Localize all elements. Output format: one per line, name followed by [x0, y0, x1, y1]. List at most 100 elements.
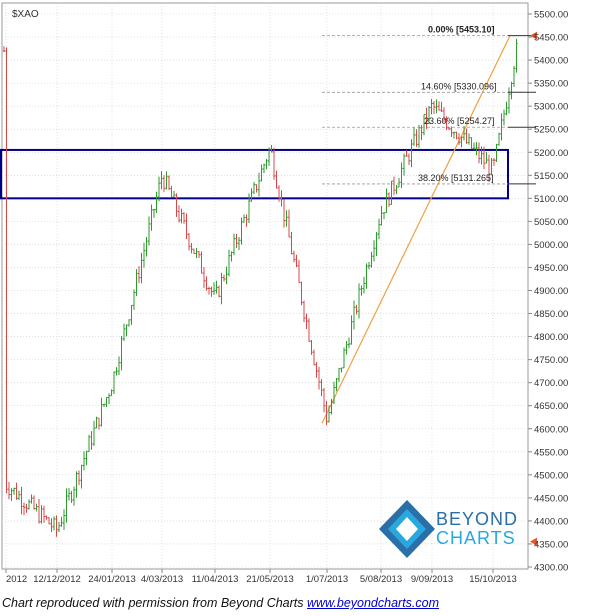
- candle: [430, 98, 433, 115]
- candle: [142, 242, 146, 268]
- candle: [442, 107, 446, 123]
- candle: [450, 126, 453, 137]
- candle: [7, 481, 11, 500]
- candle: [482, 146, 486, 170]
- candle: [462, 125, 466, 141]
- candle: [490, 157, 493, 175]
- candle: [235, 234, 238, 249]
- candle: [455, 131, 458, 140]
- fib-label: 0.00% [5453.10]: [428, 25, 495, 35]
- candle: [382, 212, 386, 220]
- candle: [365, 263, 368, 289]
- candle: [145, 237, 148, 257]
- trendline: [321, 35, 511, 424]
- candle: [262, 163, 266, 174]
- y-tick-label: 4350.00: [534, 539, 568, 550]
- candle: [182, 212, 186, 224]
- candle: [195, 248, 198, 259]
- y-tick-label: 5300.00: [534, 102, 568, 113]
- candle: [17, 490, 21, 500]
- x-tick-label: 9/09/2013: [411, 574, 453, 585]
- candle: [50, 518, 53, 533]
- candle: [412, 127, 416, 146]
- candle: [330, 398, 333, 415]
- candle: [492, 157, 496, 166]
- candle: [237, 237, 241, 251]
- beyondcharts-link[interactable]: www.beyondcharts.com: [307, 596, 440, 610]
- candle: [347, 337, 351, 349]
- candle: [385, 188, 388, 214]
- y-tick-label: 5000.00: [534, 240, 568, 251]
- candle: [327, 405, 331, 423]
- logo-text: BEYOND CHARTS: [436, 510, 518, 548]
- candle: [147, 216, 151, 246]
- y-tick-label: 4800.00: [534, 332, 568, 343]
- candle: [502, 109, 506, 126]
- y-tick-label: 4900.00: [534, 286, 568, 297]
- candle: [325, 400, 328, 426]
- candle: [157, 176, 161, 202]
- candle: [445, 116, 448, 131]
- candle: [422, 113, 426, 136]
- candle: [265, 158, 268, 170]
- candle: [122, 323, 126, 342]
- candle: [35, 503, 38, 512]
- y-tick-label: 4950.00: [534, 263, 568, 274]
- candle: [295, 254, 298, 267]
- candle: [397, 178, 401, 188]
- candle: [42, 505, 46, 523]
- candle: [32, 495, 36, 510]
- candle: [280, 190, 283, 207]
- candle: [350, 315, 353, 345]
- candle: [70, 490, 73, 503]
- x-tick-label: 2012: [6, 574, 27, 585]
- candle: [335, 377, 338, 392]
- candle: [515, 38, 518, 73]
- candle: [77, 470, 81, 486]
- logo-mark-icon: [379, 500, 435, 558]
- candle: [155, 191, 158, 213]
- candle: [205, 276, 208, 291]
- candle: [470, 137, 473, 150]
- candle: [317, 366, 321, 390]
- candle: [302, 300, 306, 323]
- candle: [197, 250, 201, 259]
- candle: [80, 464, 83, 489]
- candle: [460, 136, 463, 148]
- candle: [270, 145, 273, 153]
- candle: [267, 147, 271, 166]
- candle: [240, 217, 243, 245]
- candle: [415, 129, 418, 147]
- candle: [82, 451, 86, 471]
- candle: [500, 113, 503, 141]
- candle: [92, 420, 96, 446]
- x-tick-label: 12/12/2012: [33, 574, 81, 585]
- candle: [75, 471, 78, 498]
- candle: [5, 47, 8, 494]
- candle: [170, 185, 173, 198]
- candle: [340, 367, 343, 373]
- candle: [220, 272, 223, 305]
- candle: [167, 175, 171, 191]
- candle: [177, 205, 181, 223]
- price-marker: [530, 537, 537, 546]
- candle: [437, 101, 441, 111]
- candle: [425, 107, 428, 130]
- y-tick-label: 5450.00: [534, 33, 568, 44]
- price-marker: [530, 31, 537, 40]
- candle: [342, 347, 346, 369]
- candle: [477, 142, 481, 164]
- candle: [282, 198, 286, 228]
- candle: [185, 213, 188, 240]
- candle: [192, 248, 196, 255]
- y-tick-label: 5350.00: [534, 79, 568, 90]
- candle: [427, 105, 431, 124]
- candle: [72, 486, 76, 506]
- candle: [370, 251, 373, 268]
- candle: [405, 150, 408, 157]
- candle: [367, 262, 371, 270]
- candle: [260, 164, 263, 182]
- candle: [352, 300, 356, 330]
- candle: [387, 192, 391, 207]
- x-tick-label: 1/07/2013: [306, 574, 348, 585]
